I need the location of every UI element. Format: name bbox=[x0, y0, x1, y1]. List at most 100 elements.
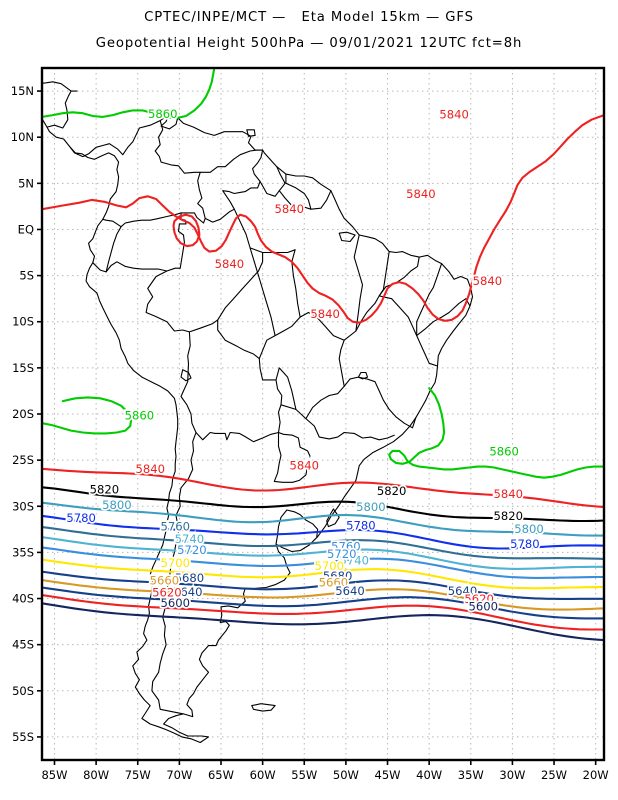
coastline bbox=[180, 369, 192, 382]
coastline bbox=[416, 263, 443, 337]
coastline bbox=[278, 173, 312, 210]
contour-line-5760 bbox=[42, 526, 604, 560]
coastline bbox=[102, 218, 122, 228]
x-tick-label: 30W bbox=[499, 768, 525, 782]
contour-label-halo: 5840 bbox=[473, 274, 503, 288]
contour-label: 5840 bbox=[406, 187, 436, 201]
coastline bbox=[378, 256, 420, 297]
coastline bbox=[353, 234, 364, 332]
contour-label: 5600 bbox=[469, 600, 499, 614]
contour-label: 5820 bbox=[493, 509, 523, 523]
contour-label-halo: 5860 bbox=[125, 409, 155, 423]
coastline bbox=[416, 298, 471, 337]
header-line-2: Geopotential Height 500hPa — 09/01/2021 … bbox=[95, 36, 523, 51]
y-tick-label: 45S bbox=[12, 638, 34, 652]
contour-label: 5840 bbox=[215, 257, 245, 271]
contour-label-halo: 5840 bbox=[290, 458, 320, 472]
contour-label: 5840 bbox=[493, 487, 523, 501]
contour-label: 5620 bbox=[464, 592, 494, 606]
contour-line-5800 bbox=[42, 501, 604, 537]
contour-label-halo: 5740 bbox=[339, 553, 369, 567]
contour-line-5620 bbox=[42, 593, 604, 631]
x-tick-label: 75W bbox=[125, 768, 151, 782]
contour-label-halo: 5820 bbox=[493, 509, 523, 523]
contour-label: 5700 bbox=[314, 559, 344, 573]
contour-label-halo: 5840 bbox=[310, 307, 340, 321]
contour-label-halo: 5620 bbox=[152, 586, 182, 600]
contour-label-halo: 5760 bbox=[331, 540, 361, 554]
contour-label-layer: 5860 5860 5840 5840 5840 5840 5840 5840 5840 5840… bbox=[65, 105, 546, 615]
contour-label: 5840 bbox=[290, 458, 320, 472]
y-tick-label: 55S bbox=[12, 730, 34, 744]
contour-label: 5780 bbox=[346, 518, 376, 532]
contour-label-halo: 5700 bbox=[160, 556, 190, 570]
contour-label: 5800 bbox=[102, 498, 132, 512]
chart-header: CPTEC/INPE/MCT — Eta Model 15km — GFS Ge… bbox=[0, 0, 618, 57]
contour-line-5860 bbox=[42, 68, 216, 119]
contour-label-halo: 5840 bbox=[493, 487, 523, 501]
coastline bbox=[280, 404, 395, 441]
contour-label: 5760 bbox=[160, 519, 190, 533]
coastline bbox=[273, 431, 311, 483]
x-axis: 85W 80W 75W 70W 65W 60W 55W 50W 45W 40W 35W 30W 25W 2… bbox=[41, 760, 609, 782]
contour-label-halo: 5680 bbox=[175, 571, 205, 585]
contour-label-halo: 5800 bbox=[356, 500, 386, 514]
coastline bbox=[46, 90, 78, 147]
y-tick-label: 15N bbox=[11, 84, 34, 98]
coastline bbox=[154, 120, 206, 269]
coastline bbox=[145, 267, 191, 364]
contour-label-halo: 5780 bbox=[510, 537, 540, 551]
contour-line-5700 bbox=[42, 558, 604, 590]
contour-label: 5780 bbox=[66, 511, 96, 525]
contour-label: 5620 bbox=[152, 586, 182, 600]
coastline bbox=[92, 261, 168, 273]
contour-label: 5740 bbox=[175, 532, 205, 546]
contour-label-halo: 5840 bbox=[215, 257, 245, 271]
contour-line-5840 bbox=[172, 213, 201, 248]
contour-label: 5780 bbox=[510, 537, 540, 551]
x-tick-label: 25W bbox=[541, 768, 567, 782]
contour-label-halo: 5660 bbox=[150, 574, 180, 588]
contour-label-halo: 5840 bbox=[135, 462, 165, 476]
contour-label: 5840 bbox=[439, 108, 469, 122]
x-tick-label: 40W bbox=[416, 768, 442, 782]
y-tick-label: 25S bbox=[12, 453, 34, 467]
contour-label: 5740 bbox=[339, 553, 369, 567]
y-tick-label: 10N bbox=[11, 130, 34, 144]
y-tick-label: 15S bbox=[12, 361, 34, 375]
contour-label: 5600 bbox=[160, 596, 190, 610]
contour-line-5820 bbox=[42, 486, 604, 523]
coastline bbox=[180, 362, 280, 443]
x-tick-label: 85W bbox=[41, 768, 67, 782]
contour-label: 5640 bbox=[173, 585, 203, 599]
x-tick-label: 50W bbox=[333, 768, 359, 782]
y-tick-label: 5N bbox=[18, 176, 34, 190]
contour-label-halo: 5640 bbox=[173, 585, 203, 599]
y-tick-label: EQ bbox=[18, 222, 34, 236]
coastline bbox=[110, 59, 127, 65]
coastline bbox=[259, 166, 286, 197]
contour-label: 5680 bbox=[175, 571, 205, 585]
contour-label-halo: 5640 bbox=[448, 584, 478, 598]
contour-line-5780 bbox=[42, 514, 604, 550]
coastline bbox=[291, 249, 301, 318]
contour-label-halo: 5720 bbox=[327, 547, 357, 561]
x-tick-label: 45W bbox=[375, 768, 401, 782]
contour-label-halo: 5840 bbox=[275, 202, 305, 216]
contour-label-halo: 5660 bbox=[319, 576, 349, 590]
contour-line-5740 bbox=[42, 536, 604, 570]
contour-line-5860 bbox=[388, 387, 604, 479]
contour-label: 5860 bbox=[148, 107, 178, 121]
coastline bbox=[233, 208, 276, 337]
y-tick-label: 35S bbox=[12, 545, 34, 559]
contour-line-5840 bbox=[42, 114, 604, 324]
contour-label: 5840 bbox=[473, 274, 503, 288]
contour-label: 5860 bbox=[125, 409, 155, 423]
contour-label: 5820 bbox=[90, 482, 120, 496]
contour-layer bbox=[42, 68, 604, 642]
coastline bbox=[246, 129, 256, 137]
contour-line-5600 bbox=[42, 602, 604, 642]
